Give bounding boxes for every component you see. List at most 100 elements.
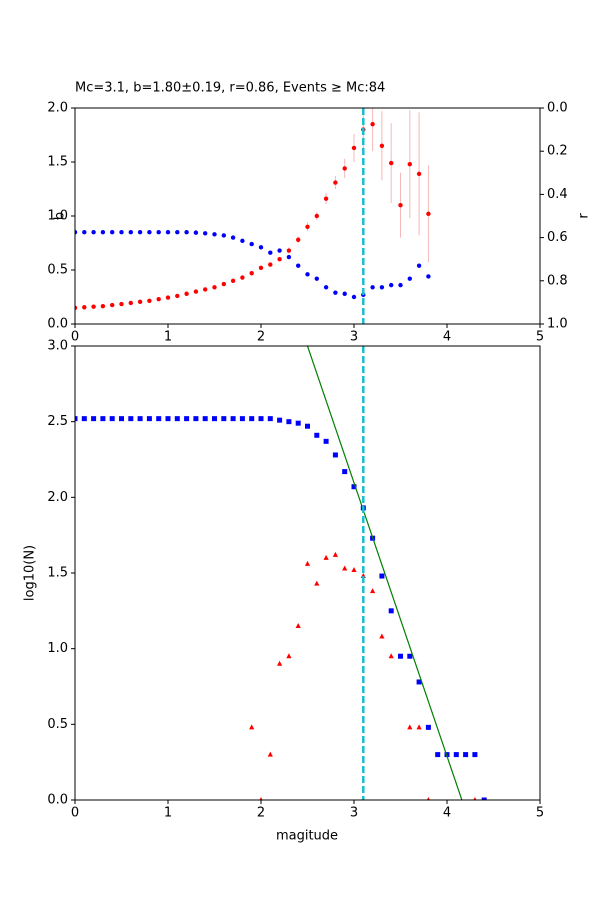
point	[342, 565, 348, 571]
point	[258, 245, 264, 250]
x-tick-label: 2	[257, 330, 265, 345]
x-tick-label: 1	[164, 806, 172, 821]
point	[128, 300, 133, 306]
point	[249, 271, 254, 276]
y-tick-label: 1.0	[47, 641, 68, 656]
point	[426, 211, 431, 217]
point	[304, 560, 311, 566]
point	[332, 452, 338, 458]
point	[193, 230, 199, 235]
point	[128, 416, 134, 422]
point	[75, 416, 78, 422]
point	[398, 653, 403, 659]
point	[342, 469, 348, 475]
point	[407, 276, 412, 281]
point	[351, 294, 357, 300]
point	[323, 554, 329, 560]
point	[203, 231, 208, 236]
point	[165, 295, 171, 300]
point	[156, 416, 162, 422]
plot-area	[75, 108, 431, 310]
point	[184, 230, 189, 235]
point	[333, 290, 338, 295]
point	[230, 235, 236, 240]
point	[240, 238, 245, 244]
point	[314, 432, 320, 438]
point	[314, 276, 319, 281]
point	[342, 291, 347, 296]
x-tick-label: 0	[71, 330, 79, 345]
point	[249, 416, 255, 422]
point	[174, 416, 180, 422]
point	[221, 281, 226, 287]
point	[351, 484, 357, 490]
x-tick-label: 5	[536, 330, 544, 345]
point	[295, 420, 301, 426]
point	[305, 423, 310, 429]
point	[230, 278, 236, 283]
y-axis-label: b	[53, 212, 68, 220]
y2-tick-label: 0.8	[547, 273, 568, 288]
point	[212, 232, 217, 237]
point	[230, 416, 236, 422]
point	[425, 724, 431, 730]
point	[184, 291, 189, 296]
point	[286, 254, 292, 260]
plot-area	[75, 346, 487, 800]
y-tick-label: 0.5	[47, 717, 68, 732]
point	[342, 166, 347, 171]
point	[277, 417, 283, 423]
point	[389, 160, 394, 166]
y2-tick-label: 1.0	[547, 317, 568, 332]
y2-tick-label: 0.0	[547, 101, 568, 116]
y-tick-label: 0.0	[47, 793, 68, 808]
axes-frame	[74, 345, 541, 801]
point	[426, 797, 430, 800]
point	[110, 230, 115, 235]
point	[249, 724, 255, 730]
point	[91, 304, 96, 309]
point	[277, 257, 282, 262]
point	[175, 230, 180, 235]
point	[146, 416, 152, 422]
point	[463, 752, 469, 758]
point	[305, 224, 310, 229]
point	[351, 145, 357, 151]
point	[267, 751, 273, 757]
point	[212, 285, 217, 290]
point	[379, 573, 385, 579]
point	[333, 180, 338, 185]
point	[239, 416, 245, 422]
point	[370, 588, 376, 594]
y-tick-label: 2.0	[47, 101, 68, 116]
point	[268, 262, 273, 267]
point	[75, 305, 78, 310]
point	[119, 230, 124, 235]
point	[314, 580, 320, 586]
point	[473, 797, 477, 800]
y-axis-label: log10(N)	[23, 545, 38, 601]
point	[119, 301, 124, 307]
y-tick-label: 0.5	[47, 263, 68, 278]
point	[370, 285, 375, 290]
point	[295, 622, 301, 628]
y-tick-label: 2.5	[47, 414, 68, 429]
x-tick-label: 5	[536, 806, 544, 821]
point	[147, 298, 152, 303]
point	[193, 416, 199, 422]
point	[82, 230, 87, 235]
x-tick-label: 0	[71, 806, 79, 821]
point	[268, 250, 273, 255]
point	[435, 752, 441, 758]
point	[156, 230, 161, 235]
point	[212, 416, 217, 422]
point	[407, 161, 412, 167]
point	[277, 248, 282, 253]
point	[286, 248, 292, 253]
point	[286, 653, 292, 659]
point	[388, 653, 394, 659]
x-tick-label: 4	[443, 806, 451, 821]
point	[472, 752, 478, 758]
point	[360, 573, 366, 579]
